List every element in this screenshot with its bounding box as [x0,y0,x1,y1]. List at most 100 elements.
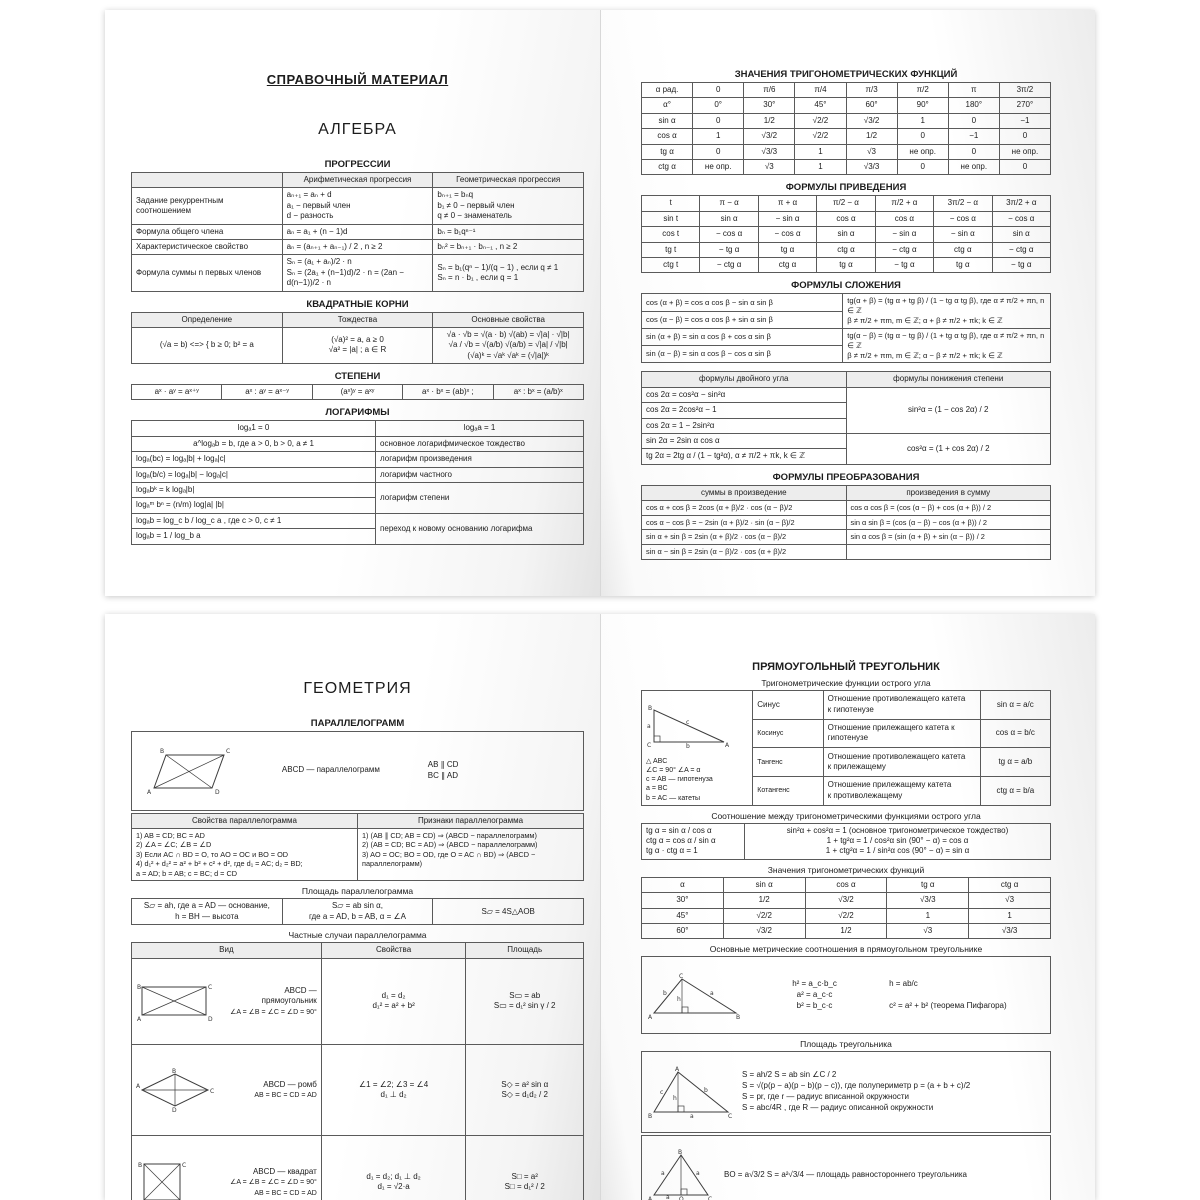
header-cell: суммы в произведение [641,484,847,502]
cell: не опр. [998,143,1052,160]
subsection-metric: Основные метрические соотношения в прямо… [709,944,983,955]
svg-text:B: B [648,1113,652,1118]
cell: α [641,876,724,894]
cell: − ctg α [874,241,935,258]
table-row: cos t − cos α − cos α sin α − sin α − sin α si… [640,226,1052,243]
cell: ctg α [933,241,993,258]
cell: tg α [757,241,818,258]
cell: 1 [794,158,847,176]
cell: cos 2α = 1 − 2sin²α [641,417,847,435]
table-row: Формула суммы n первых членов Sₙ = (a₁ + … [131,254,584,292]
table-row: Арифметическая прогрессия Геометрическая … [131,171,584,189]
cell: Синус [752,690,824,720]
cell: √2/2 [722,907,806,925]
equilateral-formulas: BO = a√3/2 S = a²√3/4 — площадь равносто… [724,1169,967,1179]
cell: − cos α [757,226,818,243]
svg-text:a: a [696,1170,700,1177]
table-row: logₐ(bc) = logₐ|b| + logₐ|c| логарифм про… [130,451,584,468]
table-row: logₐ(b/c) = logₐ|b| − logₐ|c| логарифм ча… [130,466,584,484]
table-row: 1) AB = CD; BC = AD 2) ∠A = ∠C; ∠B = ∠D … [131,827,584,882]
svg-text:c: c [660,1089,663,1096]
cell: Отношение прилежащему катета к противоле… [822,775,981,806]
cell: Характеристическое свойство [131,238,283,256]
table-row: ctg α не опр. √3 1 √3/3 0 не опр. 0 [640,158,1052,176]
cell: 3π/2 − α [933,195,993,212]
cell: − ctg α [699,256,759,274]
table-row: logₐ1 = 0 logₐa = 1 [130,420,584,437]
cell: − cos α [991,210,1052,228]
cell: − sin α [933,226,993,243]
svg-text:a: a [710,990,714,997]
table-row: tg α = sin α / cos α ctg α = cos α / sin… [640,822,1051,860]
cell: ctg α [640,158,694,176]
cell: B C A D ABCD — прямоугольник ∠A = ∠B = ∠C = … [131,957,322,1046]
svg-text:a: a [666,1194,670,1200]
section-title-reduction: ФОРМУЛЫ ПРИВЕДЕНИЯ [785,182,907,194]
cell: sin α sin β = (cos (α − β) − cos (α + β)… [845,514,1051,531]
cell: Косинус [752,718,824,749]
table-row: cos α 1 √3/2 √2/2 1/2 0 −1 0 [640,128,1052,145]
cell: sin²α = (1 − cos 2α) / 2 [845,386,1051,435]
header-cell: формулы двойного угла [641,371,847,388]
cell: √3 [845,143,898,160]
cell: − cos α [699,226,759,243]
header-cell: формулы понижения степени [845,371,1051,388]
cell: 0 [947,143,1000,160]
parallelogram-properties-table: Свойства параллелограмма Признаки паралле… [131,812,584,882]
cell: tg α = sin α / cos α ctg α = cos α / sin… [640,822,746,860]
header-cell: Определение [131,311,283,328]
table-row: суммы в произведение произведения в сумму [641,484,1051,502]
cell: d₁ = d₂ d₁² = a² + b² [320,957,467,1046]
cell: 0 [896,158,949,176]
cell: S▱ = ah, где a = AD — основание, h = BH … [131,898,283,926]
cell: √a · √b = √(a · b) √(ab) = √|a| · √|b| √… [432,326,584,365]
table-row: cos (α − β) = cos α cos β + sin α sin β [640,310,1051,329]
subsection-special-cases: Частные случаи параллелограмма [288,930,427,941]
spacer [641,614,1051,654]
table-row: aˣ · aʸ = aˣ⁺ʸ aˣ : aʸ = aˣ⁻ʸ (aˣ)ʸ = aˣʸ a… [130,384,585,401]
cell: π/2 [896,81,949,99]
cell: tg α [886,876,970,894]
cell: основное логарифмическое тождество [375,435,584,453]
cell: tg(α − β) = (tg α − tg β) / (1 + tg α tg… [842,327,1051,364]
cell: 30° [641,892,724,909]
table-row: α sin α cos α tg α ctg α [641,876,1051,894]
cell: √3 [743,158,796,176]
svg-text:D: D [172,1107,177,1112]
cell: ctg α = b/a [979,775,1052,806]
cell: S▱ = 4S△AOB [432,898,584,926]
cell: cos (α − β) = cos α cos β + sin α sin β [640,310,844,329]
cell: logₐ(bc) = logₐ|b| + logₐ|c| [130,451,377,468]
spacer [641,10,1051,62]
svg-text:B: B [137,984,141,991]
cell: √3/2 [804,892,888,909]
cell: cos α = b/c [979,718,1052,749]
svg-text:A: A [648,1196,653,1200]
powers-table: aˣ · aʸ = aˣ⁺ʸ aˣ : aʸ = aˣ⁻ʸ (aˣ)ʸ = aˣʸ a… [130,384,585,401]
cell: √3/3 [968,922,1051,940]
header-cell: Площадь [465,942,584,959]
cell: cos α [816,210,876,228]
cell: cos α [640,128,694,145]
page-geometry: ГЕОМЕТРИЯ ПАРАЛЛЕЛОГРАММ A B C D ABCD — пар… [105,614,600,1200]
header-cell: Тождества [281,311,434,328]
header-cell: Вид [131,942,322,959]
conversion-table: суммы в произведение произведения в сумму… [641,484,1051,560]
header-cell: Основные свойства [432,311,584,328]
cell: cos α [874,210,935,228]
cell: cos α [804,876,888,894]
trig-values-table: α рад. 0 π/6 π/4 π/3 π/2 π 3π/2 α° 0° 30° 45° 60° 90°… [640,81,1052,176]
section-title-progressions: ПРОГРЕССИИ [324,159,391,170]
cell: t [640,195,701,212]
section-title-logs: ЛОГАРИФМЫ [325,407,390,419]
table-row: sin (α − β) = sin α cos β − cos α sin β [640,345,1051,364]
svg-text:A: A [137,1016,142,1021]
table-row: sin t sin α − sin α cos α cos α − cos α − cos … [640,210,1052,228]
spread-geometry: ГЕОМЕТРИЯ ПАРАЛЛЕЛОГРАММ A B C D ABCD — пар… [105,614,1095,1200]
cell: √3 [968,892,1051,909]
cell: 1 [794,143,847,160]
table-row: α° 0° 30° 45° 60° 90° 180° 270° [640,97,1052,114]
table-row: tg α 0 √3/3 1 √3 не опр. 0 не опр. [640,143,1052,160]
table-row: Формула общего члена aₙ = a₁ + (n − 1)d bₙ… [131,223,584,240]
